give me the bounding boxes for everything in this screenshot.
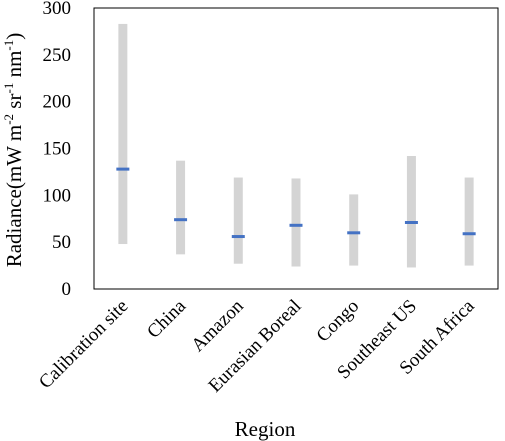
range-bar (291, 178, 301, 267)
range-bar (233, 177, 243, 264)
plot-area (93, 7, 499, 290)
range-bar (349, 194, 359, 266)
y-axis-title-sup: -2 (1, 114, 16, 125)
range-bar (406, 155, 416, 268)
y-tick-label: 0 (62, 279, 72, 300)
y-tick-label: 200 (43, 92, 72, 113)
y-tick-label: 300 (43, 0, 72, 19)
range-bar (464, 177, 474, 266)
x-axis-title: Region (235, 417, 296, 441)
y-axis-title-part: ) (2, 33, 26, 40)
y-tick-label: 50 (52, 232, 71, 253)
y-axis-title-sup: -1 (1, 83, 16, 94)
range-bar (176, 160, 186, 255)
y-tick-labels: 0 50 100 150 200 250 300 (43, 0, 72, 300)
x-tick-label: Congo (313, 296, 364, 347)
range-bar (118, 23, 128, 245)
x-tick-label: China (143, 295, 190, 342)
y-axis-title-part: sr (2, 94, 26, 114)
y-axis-title-sup: -1 (1, 40, 16, 51)
y-axis-title-part: Radiance(mW m (2, 125, 26, 267)
y-tick-label: 100 (43, 185, 72, 206)
y-axis-title-part: nm (2, 51, 26, 83)
y-tick-label: 250 (43, 45, 72, 66)
y-axis-title: Radiance(mW m-2 sr-1 nm-1) (1, 33, 26, 268)
x-tick-label: Calibration site (35, 296, 132, 393)
plot-frame (93, 7, 499, 290)
y-tick-label: 150 (43, 139, 72, 160)
